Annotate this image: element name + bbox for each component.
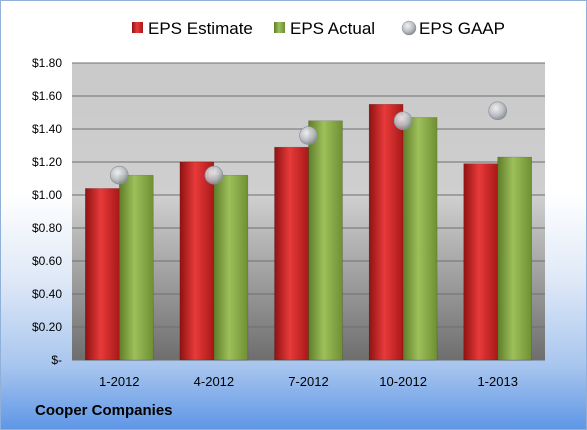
gaap-marker xyxy=(393,111,413,131)
y-tick-label: $0.60 xyxy=(32,254,62,268)
company-label: Cooper Companies xyxy=(35,402,173,419)
gaap-marker xyxy=(299,126,318,145)
estimate-bar xyxy=(274,146,309,361)
gaap-markers xyxy=(110,101,508,185)
legend-label: EPS GAAP xyxy=(419,19,505,38)
y-tick-label: $1.00 xyxy=(32,188,62,202)
y-tick-label: $1.20 xyxy=(32,155,62,169)
actual-bar xyxy=(213,174,249,361)
legend-label: EPS Estimate xyxy=(148,19,253,38)
gaap-marker xyxy=(204,165,224,185)
legend-label: EPS Actual xyxy=(290,19,375,38)
y-tick-label: $0.20 xyxy=(32,320,62,334)
x-axis-ticks: 1-2012 4-2012 7-2012 10-2012 1-2013 xyxy=(99,374,518,389)
y-tick-label: $0.80 xyxy=(32,221,62,235)
bars xyxy=(85,104,532,361)
x-tick-label: 4-2012 xyxy=(194,374,234,389)
x-tick-label: 10-2012 xyxy=(379,374,427,389)
y-tick-label: $1.40 xyxy=(32,122,62,136)
actual-bar xyxy=(402,117,438,361)
x-tick-label: 1-2012 xyxy=(99,374,139,389)
y-tick-label: $1.60 xyxy=(32,89,62,103)
legend-swatch xyxy=(132,22,143,33)
x-tick-label: 1-2013 xyxy=(477,374,517,389)
y-tick-label: $0.40 xyxy=(32,287,62,301)
y-tick-label: $1.80 xyxy=(32,56,62,70)
estimate-bar xyxy=(179,161,215,361)
actual-bar xyxy=(308,120,343,361)
gaap-marker xyxy=(110,165,129,185)
actual-bar xyxy=(497,156,532,361)
legend-swatch xyxy=(274,22,285,33)
legend: EPS Estimate EPS Actual EPS GAAP xyxy=(132,19,505,38)
x-tick-label: 7-2012 xyxy=(288,374,328,389)
gaap-marker xyxy=(488,101,508,121)
estimate-bar xyxy=(368,104,404,361)
estimate-bar xyxy=(463,163,498,361)
estimate-bar xyxy=(85,188,120,361)
actual-bar xyxy=(119,174,154,361)
legend-swatch xyxy=(401,20,417,36)
y-axis-ticks: $- $0.20 $0.40 $0.60 $0.80 $1.00 $1.20 $1.40 $1.… xyxy=(32,56,62,367)
y-tick-label: $- xyxy=(51,353,62,367)
